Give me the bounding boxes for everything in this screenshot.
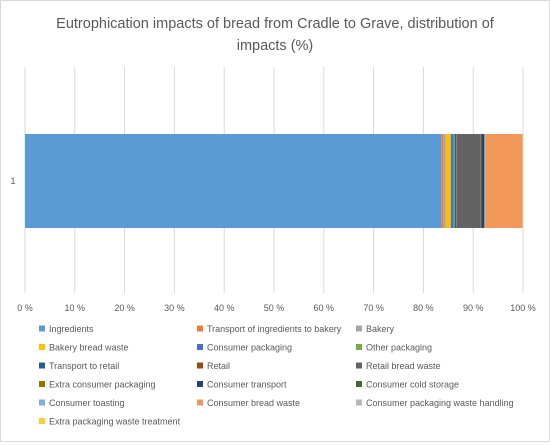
legend-label: Consumer packaging <box>207 343 292 353</box>
legend-swatch <box>39 400 45 406</box>
legend-item: Bakery bread waste <box>39 343 129 353</box>
x-tick-label: 60 % <box>314 303 335 313</box>
legend-item: Ingredients <box>39 324 94 334</box>
legend-label: Consumer cold storage <box>366 380 459 390</box>
bar-segment <box>485 134 522 228</box>
legend-item: Transport to retail <box>39 361 119 371</box>
x-tick-label: 0 % <box>17 303 33 313</box>
legend-swatch <box>356 326 362 332</box>
bar-segment <box>454 134 455 228</box>
x-tick-label: 70 % <box>363 303 384 313</box>
legend-label: Transport to retail <box>49 361 119 371</box>
chart-title-line-1: Eutrophication impacts of bread from Cra… <box>56 16 495 32</box>
legend-swatch <box>197 344 203 350</box>
legend-swatch <box>39 326 45 332</box>
legend-swatch <box>39 344 45 350</box>
legend-item: Consumer cold storage <box>356 380 459 390</box>
legend: Ingredients Transport of ingredients to b… <box>39 324 514 427</box>
bar-segment <box>481 134 484 228</box>
legend-label: Extra consumer packaging <box>49 380 156 390</box>
legend-label: Consumer toasting <box>49 398 125 408</box>
legend-item: Transport of ingredients to bakery <box>197 324 342 334</box>
legend-label: Bakery <box>366 324 395 334</box>
bar-segment <box>443 134 445 228</box>
legend-swatch <box>197 381 203 387</box>
legend-label: Bakery bread waste <box>49 343 129 353</box>
legend-item: Consumer toasting <box>39 398 125 408</box>
legend-item: Consumer packaging <box>197 343 292 353</box>
legend-swatch <box>39 418 45 424</box>
bar-segment <box>25 134 441 228</box>
x-tick-label: 10 % <box>65 303 86 313</box>
legend-label: Transport of ingredients to bakery <box>207 324 342 334</box>
legend-swatch <box>197 363 203 369</box>
legend-swatch <box>356 344 362 350</box>
legend-item: Consumer bread waste <box>197 398 300 408</box>
bar-segment <box>441 134 443 228</box>
legend-label: Consumer bread waste <box>207 398 300 408</box>
legend-label: Ingredients <box>49 324 94 334</box>
legend-item: Retail <box>197 361 230 371</box>
bar-segment <box>446 134 451 228</box>
chart-title-line-2: impacts (%) <box>237 38 314 54</box>
legend-item: Extra consumer packaging <box>39 380 156 390</box>
legend-label: Consumer packaging waste handling <box>366 398 514 408</box>
legend-swatch <box>39 363 45 369</box>
legend-swatch <box>356 400 362 406</box>
stacked-bar <box>25 134 523 228</box>
bar-segment <box>455 134 456 228</box>
x-tick-label: 20 % <box>114 303 135 313</box>
bar-segment <box>457 134 481 228</box>
x-tick-label: 30 % <box>164 303 185 313</box>
legend-item: Bakery <box>356 324 395 334</box>
legend-item: Retail bread waste <box>356 361 441 371</box>
legend-label: Retail bread waste <box>366 361 441 371</box>
legend-label: Extra packaging waste treatment <box>49 417 181 427</box>
legend-swatch <box>197 326 203 332</box>
legend-label: Other packaging <box>366 343 432 353</box>
legend-item: Extra packaging waste treatment <box>39 417 181 427</box>
bar-segment <box>451 134 454 228</box>
y-category-label: 1 <box>10 176 15 186</box>
x-tick-label: 40 % <box>214 303 235 313</box>
legend-label: Consumer transport <box>207 380 287 390</box>
legend-swatch <box>39 381 45 387</box>
legend-item: Consumer transport <box>197 380 287 390</box>
legend-swatch <box>356 381 362 387</box>
legend-item: Other packaging <box>356 343 432 353</box>
x-tick-label: 90 % <box>463 303 484 313</box>
legend-swatch <box>356 363 362 369</box>
x-tick-label: 80 % <box>413 303 434 313</box>
x-tick-label: 50 % <box>264 303 285 313</box>
legend-item: Consumer packaging waste handling <box>356 398 514 408</box>
legend-swatch <box>197 400 203 406</box>
x-tick-label: 100 % <box>510 303 536 313</box>
legend-label: Retail <box>207 361 230 371</box>
